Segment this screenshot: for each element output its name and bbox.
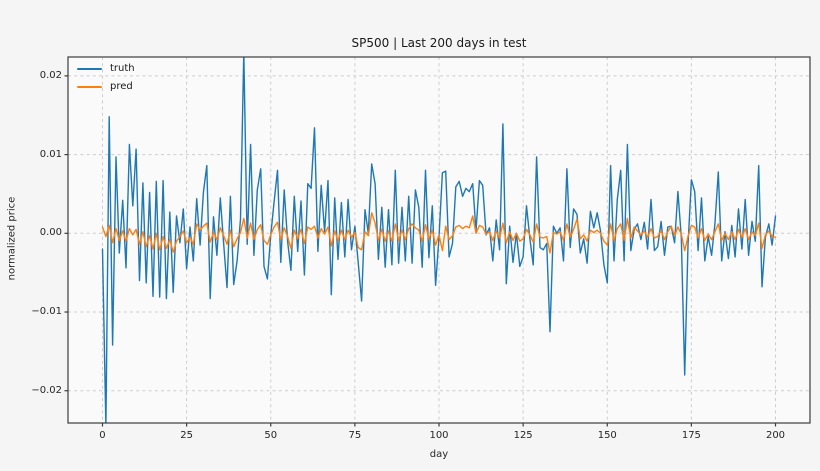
x-tick-label: 25	[180, 430, 193, 441]
pred-line	[101, 212, 777, 254]
legend-label-pred: pred	[110, 81, 133, 92]
x-tick-label: 100	[429, 430, 449, 441]
y-tick-label: 0.01	[39, 148, 62, 160]
x-axis-label: day	[429, 449, 449, 460]
legend-item-pred: pred	[77, 81, 135, 92]
x-tick-label: 75	[348, 430, 362, 441]
y-tick-label: −0.01	[31, 306, 62, 318]
x-tick-label: 175	[681, 430, 701, 441]
legend-label-truth: truth	[110, 63, 135, 74]
x-tick-label: 0	[99, 430, 106, 441]
x-tick-label: 125	[513, 430, 533, 441]
x-tick-label: 50	[264, 430, 278, 441]
x-tick-label: 150	[597, 430, 617, 441]
legend: truth pred	[77, 63, 135, 92]
legend-line-pred-icon	[77, 85, 102, 88]
series-lines	[101, 57, 777, 423]
legend-line-truth-icon	[77, 67, 102, 70]
x-tick-label: 200	[765, 430, 786, 441]
y-tick-label: −0.02	[31, 384, 62, 396]
legend-item-truth: truth	[77, 63, 135, 74]
chart-title: SP500 | Last 200 days in test	[351, 36, 527, 50]
y-tick-label: 0.00	[39, 227, 62, 239]
tick-marks	[64, 75, 777, 427]
gridlines	[68, 57, 810, 423]
y-axis-label: normalized price	[6, 196, 18, 281]
y-tick-label: 0.02	[39, 69, 62, 81]
